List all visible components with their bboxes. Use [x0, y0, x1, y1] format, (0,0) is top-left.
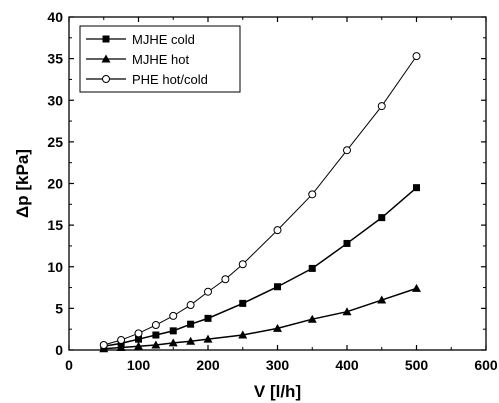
y-tick-label: 0	[55, 342, 63, 358]
data-point-1	[377, 295, 387, 304]
legend-marker-1	[101, 54, 111, 63]
data-point-2	[169, 311, 178, 320]
data-point-0	[343, 239, 351, 247]
data-point-1	[307, 314, 317, 323]
data-point-2	[377, 102, 386, 111]
data-point-2	[221, 275, 230, 284]
x-tick-label: 400	[335, 357, 359, 373]
series-lines	[103, 55, 417, 350]
y-tick-label: 35	[47, 51, 63, 67]
x-tick-label: 500	[405, 357, 429, 373]
legend-marker-0	[102, 35, 110, 43]
data-point-0	[239, 299, 247, 307]
y-tick-label: 10	[47, 259, 63, 275]
data-point-2	[134, 329, 143, 338]
data-point-0	[135, 335, 142, 343]
x-tick-label: 300	[266, 357, 290, 373]
data-point-1	[116, 343, 126, 352]
axis-ticks: 0 100 200 300 400 500 600 0 5 10 15 20 25 30 35 40	[47, 9, 497, 373]
data-point-2	[204, 287, 212, 296]
data-point-2	[238, 260, 247, 269]
data-point-2	[308, 190, 317, 199]
y-tick-label: 20	[47, 176, 63, 192]
series-line-2	[103, 55, 417, 346]
x-tick-label: 100	[127, 357, 151, 373]
data-point-1	[186, 336, 196, 345]
legend-label: MJHE cold	[132, 32, 195, 47]
data-point-2	[151, 321, 160, 330]
data-point-0	[308, 264, 316, 272]
data-point-0	[274, 283, 281, 291]
data-point-0	[378, 214, 386, 222]
data-point-1	[134, 341, 143, 350]
data-point-0	[169, 327, 177, 335]
y-tick-label: 25	[47, 134, 63, 150]
data-point-1	[412, 283, 421, 292]
y-axis-title: Δp [kPa]	[13, 149, 32, 218]
series-line-0	[103, 187, 417, 347]
data-point-2	[343, 146, 351, 155]
series-line-1	[103, 287, 417, 350]
x-tick-label: 600	[474, 357, 498, 373]
data-point-0	[413, 184, 420, 192]
legend-marker-2	[102, 75, 110, 83]
data-point-0	[152, 331, 160, 339]
series-markers	[99, 52, 421, 353]
data-point-1	[238, 330, 248, 339]
data-point-2	[186, 301, 195, 310]
data-point-0	[187, 320, 195, 328]
x-axis-title: V [l/h]	[254, 382, 301, 401]
legend-label: PHE hot/cold	[132, 72, 208, 87]
data-point-0	[204, 314, 212, 322]
legend-label: MJHE hot	[132, 52, 189, 67]
data-point-1	[273, 323, 282, 332]
data-point-2	[117, 336, 126, 345]
data-point-2	[99, 341, 108, 350]
x-tick-label: 200	[196, 357, 220, 373]
y-tick-label: 30	[47, 92, 63, 108]
data-point-1	[342, 307, 352, 316]
data-point-1	[168, 338, 178, 347]
data-point-1	[151, 340, 161, 349]
y-tick-label: 15	[47, 217, 63, 233]
data-point-1	[203, 334, 213, 343]
data-point-2	[412, 52, 421, 61]
y-tick-label: 5	[55, 300, 63, 316]
y-tick-label: 40	[47, 9, 63, 25]
data-point-2	[273, 226, 282, 235]
legend: MJHE cold MJHE hot PHE hot/cold	[79, 25, 241, 93]
x-tick-label: 0	[65, 357, 73, 373]
